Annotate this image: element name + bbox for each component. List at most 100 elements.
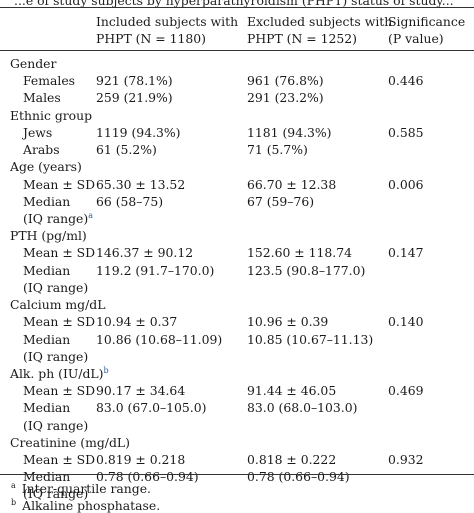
table-row-cells: (IQ range) xyxy=(0,279,474,296)
table-row: Ethnic group xyxy=(0,107,474,124)
row-label: Males xyxy=(23,90,61,106)
header-line: Excluded subjects with xyxy=(247,14,393,29)
row-label: (IQ range) xyxy=(23,348,89,364)
header-line: Significance xyxy=(388,14,466,29)
included-value: 921 (78.1%) xyxy=(96,73,173,89)
excluded-value: 83.0 (68.0–103.0) xyxy=(247,400,358,416)
excluded-value: 291 (23.2%) xyxy=(247,90,324,106)
row-label: PTH (pg/ml) xyxy=(10,228,87,244)
bottom-rule xyxy=(0,474,474,476)
row-label: Creatinine (mg/dL) xyxy=(10,434,130,450)
table-row: Median 0.78 (0.66–0.94) 0.78 (0.66–0.94) xyxy=(0,468,474,485)
excluded-value: 123.5 (90.8–177.0) xyxy=(247,262,366,278)
row-label: Ethnic group xyxy=(10,107,93,123)
row-label: Median xyxy=(23,262,71,278)
column-header-included: Included subjects with PHPT (N = 1180) xyxy=(96,13,238,47)
table-row-cells: Females 921 (78.1%) 961 (76.8%) 0.446 xyxy=(0,72,474,89)
table-row-cells: (IQ range) xyxy=(0,485,474,502)
row-label: (IQ range) xyxy=(23,417,89,433)
table-row-cells: (IQ range) xyxy=(0,348,474,365)
included-value: 61 (5.2%) xyxy=(96,142,157,158)
table-row: Creatinine (mg/dL) xyxy=(0,434,474,451)
table-row: Females 921 (78.1%) 961 (76.8%) 0.446 xyxy=(0,72,474,89)
table-row-cells: Mean ± SD 10.94 ± 0.37 10.96 ± 0.39 0.140 xyxy=(0,313,474,330)
table-row: (IQ range) xyxy=(0,417,474,434)
header-line: PHPT (N = 1180) xyxy=(96,31,206,46)
table-body: Gender Females 921 (78.1%) 961 (76.8%) 0.446… xyxy=(0,55,474,503)
included-value: 146.37 ± 90.12 xyxy=(96,245,194,261)
table-row-cells: Mean ± SD 90.17 ± 34.64 91.44 ± 46.05 0.469 xyxy=(0,382,474,399)
row-label: (IQ range) xyxy=(23,279,89,295)
table-row: Median 83.0 (67.0–105.0) 83.0 (68.0–103.0) xyxy=(0,399,474,416)
table-row-cells: Age (years) xyxy=(0,158,474,175)
table-row: (IQ range) xyxy=(0,348,474,365)
header-rule xyxy=(0,50,474,51)
row-label: Median xyxy=(23,193,71,209)
table-row-cells: Mean ± SD 146.37 ± 90.12 152.60 ± 118.74 0.… xyxy=(0,244,474,261)
row-label: Calcium mg/dL xyxy=(10,297,106,313)
table-row-cells: Alk. ph (IU/dL)b xyxy=(0,365,474,382)
row-label: Mean ± SD xyxy=(23,452,96,468)
excluded-value: 10.96 ± 0.39 xyxy=(247,314,329,330)
row-label: Alk. ph (IU/dL)b xyxy=(10,365,109,381)
footnote-mark: a xyxy=(11,481,16,490)
table-row: Gender xyxy=(0,55,474,72)
included-value: 10.86 (10.68–11.09) xyxy=(96,331,223,347)
table-row-cells: Mean ± SD 65.30 ± 13.52 66.70 ± 12.38 0.006 xyxy=(0,176,474,193)
excluded-value: 10.85 (10.67–11.13) xyxy=(247,331,374,347)
table-row: Jews 1119 (94.3%) 1181 (94.3%) 0.585 xyxy=(0,124,474,141)
row-label: Median xyxy=(23,331,71,347)
row-label: Median xyxy=(23,469,71,485)
p-value: 0.140 xyxy=(388,314,424,330)
table-row-cells: Jews 1119 (94.3%) 1181 (94.3%) 0.585 xyxy=(0,124,474,141)
included-value: 119.2 (91.7–170.0) xyxy=(96,262,215,278)
footnote-b: b Alkaline phosphatase. xyxy=(11,498,160,513)
table-row: Males 259 (21.9%) 291 (23.2%) xyxy=(0,89,474,106)
row-label: Age (years) xyxy=(10,159,82,175)
header-line: (P value) xyxy=(388,31,444,46)
header-line: Included subjects with xyxy=(96,14,239,29)
included-value: 83.0 (67.0–105.0) xyxy=(96,400,207,416)
included-value: 0.819 ± 0.218 xyxy=(96,452,186,468)
row-label: Mean ± SD xyxy=(23,314,96,330)
row-label: Median xyxy=(23,400,71,416)
row-label: Mean ± SD xyxy=(23,176,96,192)
table-row: (IQ range) xyxy=(0,279,474,296)
table-row-cells: Median 119.2 (91.7–170.0) 123.5 (90.8–177.… xyxy=(0,262,474,279)
included-value: 90.17 ± 34.64 xyxy=(96,383,186,399)
table-row-cells: (IQ range) xyxy=(0,417,474,434)
included-value: 0.78 (0.66–0.94) xyxy=(96,469,199,485)
p-value: 0.585 xyxy=(388,124,424,140)
top-rule xyxy=(0,7,474,9)
footnote-text: Alkaline phosphatase. xyxy=(22,498,161,513)
row-label: Arabs xyxy=(23,142,60,158)
footnote-text: Inter-quartile range. xyxy=(21,481,151,496)
included-value: 66 (58–75) xyxy=(96,193,164,209)
table-row: Mean ± SD 146.37 ± 90.12 152.60 ± 118.74 0.… xyxy=(0,244,474,261)
footnote-reference[interactable]: b xyxy=(103,365,109,375)
footnote-reference[interactable]: a xyxy=(88,210,93,220)
table-row-cells: Arabs 61 (5.2%) 71 (5.7%) xyxy=(0,141,474,158)
excluded-value: 0.78 (0.66–0.94) xyxy=(247,469,350,485)
column-header-significance: Significance (P value) xyxy=(388,13,465,47)
excluded-value: 71 (5.7%) xyxy=(247,142,308,158)
row-label: (IQ range) xyxy=(23,486,89,502)
p-value: 0.932 xyxy=(388,452,424,468)
row-label: Jews xyxy=(23,124,53,140)
table-row-cells: Median 10.86 (10.68–11.09) 10.85 (10.67–11… xyxy=(0,331,474,348)
excluded-value: 961 (76.8%) xyxy=(247,73,324,89)
excluded-value: 152.60 ± 118.74 xyxy=(247,245,352,261)
excluded-value: 67 (59–76) xyxy=(247,193,315,209)
p-value: 0.006 xyxy=(388,176,424,192)
table-row-cells: Median 83.0 (67.0–105.0) 83.0 (68.0–103.0) xyxy=(0,399,474,416)
table-row-cells: Median 66 (58–75) 67 (59–76) xyxy=(0,193,474,210)
row-label: Females xyxy=(23,73,76,89)
excluded-value: 1181 (94.3%) xyxy=(247,124,332,140)
row-label: (IQ range)a xyxy=(23,210,93,226)
table-row: Mean ± SD 10.94 ± 0.37 10.96 ± 0.39 0.140 xyxy=(0,313,474,330)
table-row: Alk. ph (IU/dL)b xyxy=(0,365,474,382)
table-row-cells: Creatinine (mg/dL) xyxy=(0,434,474,451)
excluded-value: 91.44 ± 46.05 xyxy=(247,383,337,399)
table-row: Mean ± SD 90.17 ± 34.64 91.44 ± 46.05 0.469 xyxy=(0,382,474,399)
table-row-cells: Ethnic group xyxy=(0,107,474,124)
